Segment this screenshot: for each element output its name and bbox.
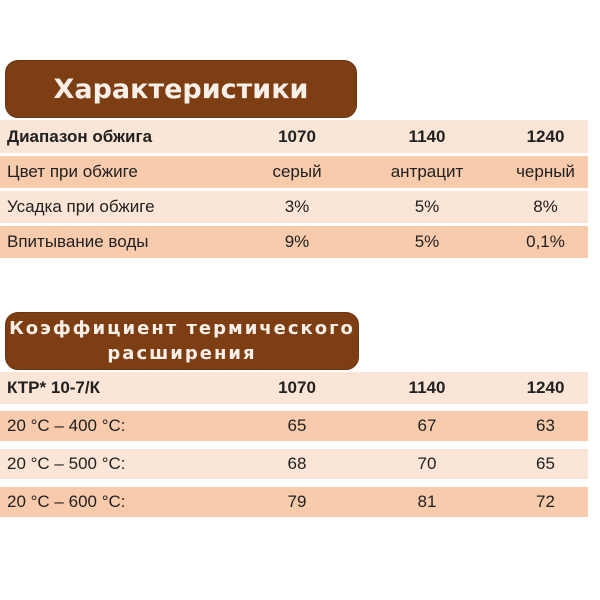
col-header-1140: 1140 <box>408 378 446 397</box>
table-row-shrinkage: Усадка при обжиге 3% 5% 8% <box>0 191 588 223</box>
table-row-color: Цвет при обжиге серый антрацит черный <box>0 156 588 188</box>
characteristics-title-badge: Характеристики <box>5 60 357 118</box>
characteristics-title: Характеристики <box>53 73 309 105</box>
thermal-expansion-header-row: КТР* 10-7/К 1070 1140 1240 <box>0 372 588 404</box>
cell-value: 79 <box>287 492 307 511</box>
thermal-expansion-title-line2: расширения <box>107 343 257 364</box>
cell-value: 63 <box>536 416 555 435</box>
thermal-expansion-title-line1: Коэффициент термического <box>9 318 355 339</box>
cell-value: 65 <box>536 454 555 473</box>
cell-value: 72 <box>536 492 555 511</box>
cell-value: 67 <box>417 416 437 435</box>
characteristics-header-row: Диапазон обжига 1070 1140 1240 <box>0 120 588 153</box>
thermal-expansion-table: КТР* 10-7/К 1070 1140 1240 20 °C – 400 °… <box>0 372 588 525</box>
col-header-ktr: КТР* 10-7/К <box>7 378 100 397</box>
row-label: 20 °C – 500 °C: <box>7 454 126 473</box>
cell-value: 5% <box>414 197 440 216</box>
characteristics-table: Диапазон обжига 1070 1140 1240 Цвет при … <box>0 120 588 261</box>
cell-value: 8% <box>533 197 558 216</box>
table-row-water-absorption: Впитывание воды 9% 5% 0,1% <box>0 226 588 258</box>
cell-value: 5% <box>414 232 440 251</box>
cell-value: 65 <box>287 416 307 435</box>
col-header-1140: 1140 <box>408 126 446 146</box>
row-label: Усадка при обжиге <box>7 197 155 216</box>
cell-value: 3% <box>284 197 310 216</box>
cell-value: антрацит <box>390 162 464 181</box>
cell-value: серый <box>272 162 322 181</box>
col-header-1240: 1240 <box>526 126 565 146</box>
cell-value: 68 <box>287 454 307 473</box>
table-row-20-600: 20 °C – 600 °C: 79 81 72 <box>0 487 588 517</box>
cell-value: черный <box>516 162 575 181</box>
cell-value: 9% <box>284 232 310 251</box>
col-header-1070: 1070 <box>278 378 316 397</box>
table-row-20-400: 20 °C – 400 °C: 65 67 63 <box>0 411 588 441</box>
col-header-1070: 1070 <box>278 126 316 146</box>
cell-value: 0,1% <box>526 232 565 251</box>
row-label: Цвет при обжиге <box>7 162 138 181</box>
thermal-expansion-title-badge: Коэффициент термического расширения <box>5 312 359 370</box>
row-label: Впитывание воды <box>7 232 149 251</box>
col-header-1240: 1240 <box>526 378 565 397</box>
row-label: 20 °C – 600 °C: <box>7 492 126 511</box>
row-label: 20 °C – 400 °C: <box>7 416 126 435</box>
col-header-firing-range: Диапазон обжига <box>7 126 153 146</box>
cell-value: 70 <box>417 454 437 473</box>
cell-value: 81 <box>417 492 437 511</box>
table-row-20-500: 20 °C – 500 °C: 68 70 65 <box>0 449 588 479</box>
